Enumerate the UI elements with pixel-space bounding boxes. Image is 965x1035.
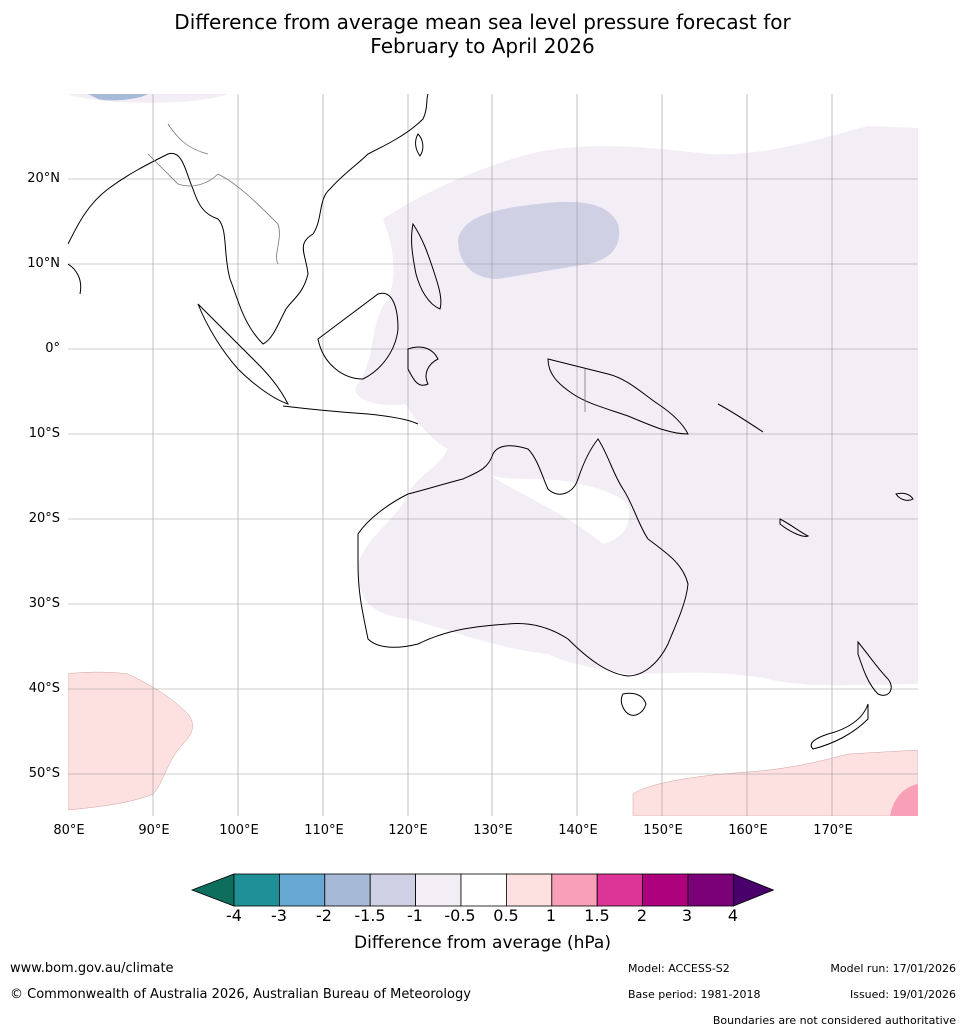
anomaly-negative-light: [355, 126, 918, 686]
colorbar-tick: 3: [681, 906, 693, 925]
colorbar-segment: [551, 873, 598, 907]
coast-australia: [357, 438, 689, 677]
colorbar-segment: [596, 873, 644, 907]
lon-label-150e: 150°E: [643, 823, 683, 838]
title-line-1: Difference from average mean sea level p…: [174, 10, 791, 34]
lat-label-50s: 50°S: [28, 766, 60, 781]
lat-label-20s: 20°S: [28, 511, 60, 526]
footer-issued: Issued: 19/01/2026: [849, 988, 956, 1001]
footer-disclaimer: Boundaries are not considered authoritat…: [712, 1014, 956, 1027]
coast-asia-mainland: [68, 94, 429, 345]
colorbar-segment: [505, 873, 553, 907]
colorbar-tick: -3: [271, 906, 287, 925]
lat-label-10n: 10°N: [27, 256, 60, 271]
colorbar-tick: -0.5: [444, 906, 476, 925]
colorbar-arrow-low: [190, 873, 235, 907]
coast-india-tip: [68, 263, 82, 295]
anomaly-negative-medium-top: [88, 94, 148, 101]
colorbar-tick: -1.5: [354, 906, 386, 925]
footer-url[interactable]: www.bom.gov.au/climate: [10, 961, 174, 976]
coast-sulawesi: [407, 346, 439, 386]
colorbar-tick: -2: [316, 906, 332, 925]
lon-label-170e: 170°E: [813, 823, 853, 838]
lon-label-90e: 90°E: [138, 823, 170, 838]
colorbar-segment: [279, 873, 326, 907]
anomaly-positive-west: [68, 671, 193, 811]
anomaly-positive-south: [632, 749, 918, 816]
anomaly-negative-medium: [458, 201, 620, 279]
coast-java: [282, 405, 419, 425]
colorbar-segment: [642, 873, 689, 907]
coast-sumatra: [197, 303, 289, 405]
borders: [147, 123, 586, 412]
lat-label-20n: 20°N: [27, 171, 60, 186]
lat-label-40s: 40°S: [28, 681, 60, 696]
footer-base-period: Base period: 1981-2018: [628, 988, 761, 1001]
colorbar-segment: [233, 873, 280, 907]
colorbar-segment: [324, 873, 371, 907]
colorbar-label: Difference from average (hPa): [354, 933, 611, 953]
colorbar-tick: -4: [226, 906, 242, 925]
coast-new-zealand-north: [857, 640, 892, 696]
coast-new-guinea: [547, 358, 689, 435]
gridlines: [68, 94, 918, 816]
coast-tasmania: [620, 692, 647, 716]
lat-label-0: 0°: [45, 341, 60, 356]
lon-label-130e: 130°E: [473, 823, 513, 838]
colorbar-segment: [369, 873, 416, 907]
footer-model: Model: ACCESS-S2: [628, 962, 730, 975]
coast-solomons: [717, 403, 764, 433]
title-line-2: February to April 2026: [370, 34, 595, 58]
coastlines: [68, 94, 914, 750]
lon-label-120e: 120°E: [388, 823, 428, 838]
map-title: Difference from average mean sea level p…: [0, 10, 965, 58]
lat-label-30s: 30°S: [28, 596, 60, 611]
colorbar-tick: 1: [545, 906, 557, 925]
lon-label-140e: 140°E: [558, 823, 598, 838]
coast-new-caledonia: [779, 518, 810, 537]
coast-philippines: [411, 222, 442, 310]
colorbar: [190, 873, 775, 907]
coast-fiji: [895, 492, 914, 501]
footer-model-run: Model run: 17/01/2026: [830, 962, 956, 975]
colorbar-tick: 2: [636, 906, 648, 925]
lon-label-160e: 160°E: [728, 823, 768, 838]
footer-copyright: © Commonwealth of Australia 2026, Austra…: [10, 987, 471, 1002]
lat-label-10s: 10°S: [28, 426, 60, 441]
colorbar-tick: -1: [407, 906, 423, 925]
lon-label-100e: 100°E: [219, 823, 259, 838]
colorbar-segment: [460, 873, 507, 907]
coast-taiwan: [415, 133, 424, 157]
colorbar-segment: [415, 873, 462, 907]
colorbar-tick: 1.5: [584, 906, 610, 925]
lon-label-110e: 110°E: [304, 823, 344, 838]
coast-new-zealand-south: [810, 703, 869, 750]
colorbar-tick: 4: [727, 906, 739, 925]
anomaly-positive-south-strong: [890, 784, 918, 816]
map-panel: [68, 94, 918, 816]
colorbar-segment: [687, 873, 734, 907]
coast-borneo: [317, 292, 399, 380]
colorbar-arrow-high: [733, 873, 775, 907]
lon-label-80e: 80°E: [53, 823, 85, 838]
colorbar-tick: 0.5: [493, 906, 519, 925]
